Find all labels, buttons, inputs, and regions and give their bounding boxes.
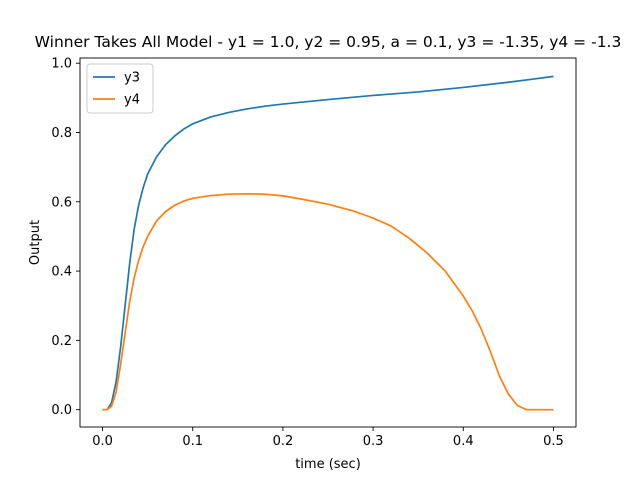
plot-lines [102,75,554,411]
x-tick-label: 0.5 [543,434,564,449]
y-tick-label: 0.6 [51,195,72,210]
y-tick-label: 0.8 [51,126,72,141]
y-tick-label: 0.4 [51,265,72,280]
x-tick-label: 0.4 [453,434,474,449]
y-tick-label: 1.0 [51,57,72,72]
x-axis-label: time (sec) [295,457,361,472]
series-line-y4 [102,192,554,411]
x-tick-label: 0.0 [92,434,113,449]
x-tick-label: 0.2 [273,434,294,449]
x-tick-label: 0.1 [182,434,203,449]
axes-frame [79,57,577,428]
legend-label-y3: y3 [124,71,140,86]
legend-box [86,63,154,114]
chart-title: Winner Takes All Model - y1 = 1.0, y2 = … [35,33,622,51]
axes-border [79,57,577,428]
x-tick-label: 0.3 [363,434,384,449]
y-tick-label: 0.2 [51,334,72,349]
y-tick-label: 0.0 [51,403,72,418]
y-axis-label: Output [28,220,43,265]
x-axis-ticks: 0.0 0.1 0.2 0.3 0.4 0.5 [92,427,564,449]
series-line-y3 [102,75,554,411]
y-axis-ticks: 0.0 0.2 0.4 0.6 0.8 1.0 [51,57,80,418]
legend-label-y4: y4 [124,93,140,108]
